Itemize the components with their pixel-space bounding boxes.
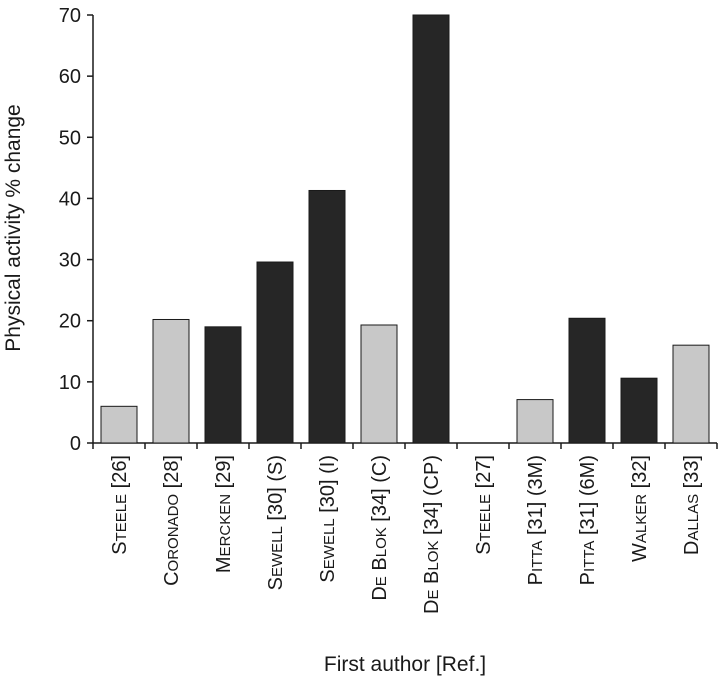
x-tick-label: STEELE [27] [473,455,495,555]
plot-area: 0 10 20 30 40 50 60 70 STEELE [26] CORONADO [28] M… [59,5,718,614]
x-tick-label: WALKER [32] [629,455,651,562]
y-tick-label: 60 [59,66,81,88]
bar [308,189,346,444]
bar [204,326,242,444]
x-tick-label: PITTA [31] (3M) [525,455,547,585]
y-tick-label: 70 [59,5,81,27]
y-tick-label: 50 [59,127,81,149]
x-tick-label: DE BLOK [34] (CP) [421,455,443,614]
y-tick-label: 40 [59,188,81,210]
x-tick-label: CORONADO [28] [161,455,183,586]
x-axis-title: First author [Ref.] [324,653,486,676]
bar [360,324,398,444]
bar [620,377,658,444]
bar [516,399,554,444]
y-tick-label: 20 [59,311,81,333]
y-tick-label: 10 [59,372,81,394]
x-tick-label: DALLAS [33] [681,455,703,555]
y-tick-label: 30 [59,250,81,272]
bar [100,405,138,444]
bar [672,344,710,444]
y-tick-label: 0 [70,433,81,455]
x-tick-label: MERCKEN [29] [213,455,235,573]
y-axis-title: Physical activity % change [2,104,25,351]
bar [152,318,190,444]
x-tick-label: SEWELL [30] (S) [265,455,287,590]
bar [568,317,606,444]
bar [412,14,450,444]
x-tick-label: DE BLOK [34] (C) [369,455,391,601]
x-tick-label: STEELE [26] [109,455,131,555]
x-tick-label: SEWELL [30] (I) [317,455,339,583]
x-tick-label: PITTA [31] (6M) [577,455,599,585]
bar [256,261,294,444]
